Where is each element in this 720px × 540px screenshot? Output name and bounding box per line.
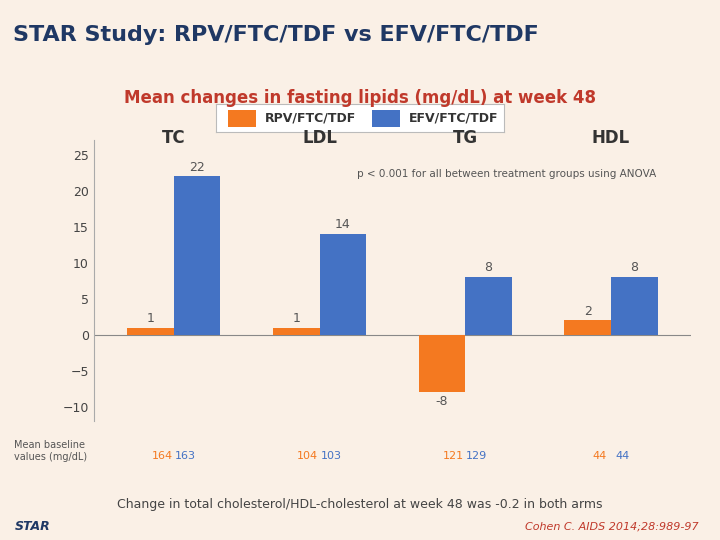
Text: 14: 14 (335, 218, 351, 231)
Bar (418, 335, 465, 393)
Text: 163: 163 (175, 451, 196, 461)
Text: STAR Study: RPV/FTC/TDF vs EFV/FTC/TDF: STAR Study: RPV/FTC/TDF vs EFV/FTC/TDF (13, 25, 539, 45)
Text: 22: 22 (189, 160, 205, 173)
Text: 1: 1 (146, 312, 154, 325)
Text: EFV/FTC/TDF: EFV/FTC/TDF (409, 112, 498, 125)
Text: LDL: LDL (302, 129, 337, 147)
Bar (465, 277, 512, 335)
Text: 121: 121 (443, 451, 464, 461)
Text: 104: 104 (297, 451, 318, 461)
Text: STAR: STAR (14, 520, 50, 533)
Text: 164: 164 (151, 451, 173, 461)
Bar (127, 328, 174, 335)
Text: TC: TC (162, 129, 186, 147)
Text: HDL: HDL (592, 129, 630, 147)
Bar (564, 320, 611, 335)
FancyBboxPatch shape (372, 110, 400, 127)
Text: 8: 8 (485, 261, 492, 274)
Text: Change in total cholesterol/HDL-cholesterol at week 48 was -0.2 in both arms: Change in total cholesterol/HDL-choleste… (117, 498, 603, 511)
Bar (611, 277, 657, 335)
Text: 129: 129 (467, 451, 487, 461)
Text: 44: 44 (593, 451, 606, 461)
Text: Mean baseline
values (mg/dL): Mean baseline values (mg/dL) (14, 440, 88, 462)
FancyBboxPatch shape (228, 110, 256, 127)
Text: -8: -8 (436, 395, 449, 408)
Bar (273, 328, 320, 335)
Bar (320, 234, 366, 335)
Text: Mean changes in fasting lipids (mg/dL) at week 48: Mean changes in fasting lipids (mg/dL) a… (124, 89, 596, 107)
Text: 8: 8 (630, 261, 639, 274)
Text: 2: 2 (584, 305, 592, 318)
Text: 103: 103 (320, 451, 342, 461)
Text: RPV/FTC/TDF: RPV/FTC/TDF (265, 112, 356, 125)
Text: Cohen C. AIDS 2014;28:989-97: Cohen C. AIDS 2014;28:989-97 (525, 522, 698, 531)
Text: p < 0.001 for all between treatment groups using ANOVA: p < 0.001 for all between treatment grou… (356, 169, 656, 179)
Text: 44: 44 (616, 451, 630, 461)
Text: TG: TG (453, 129, 478, 147)
Bar (174, 177, 220, 335)
Text: 1: 1 (292, 312, 300, 325)
